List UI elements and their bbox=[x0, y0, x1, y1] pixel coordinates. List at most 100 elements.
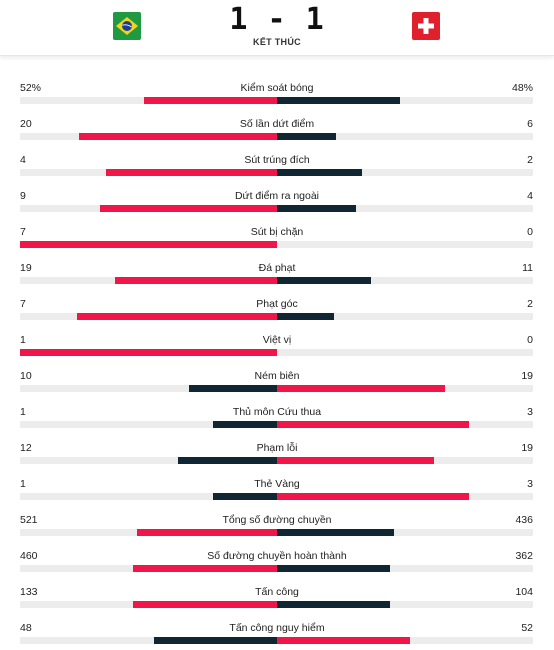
home-value: 1 bbox=[20, 478, 26, 490]
home-bar bbox=[132, 601, 277, 608]
stat-label: Sút bị chặn bbox=[250, 226, 304, 238]
stat-label: Tấn công nguy hiểm bbox=[229, 622, 325, 634]
away-value: 19 bbox=[521, 442, 533, 454]
home-bar bbox=[99, 205, 277, 212]
stat-label: Thẻ Vàng bbox=[254, 478, 300, 490]
match-status: KẾT THÚC bbox=[253, 37, 301, 47]
home-value: 460 bbox=[20, 550, 38, 562]
home-bar bbox=[143, 97, 277, 104]
away-value: 2 bbox=[527, 154, 533, 166]
stat-label: Ném biên bbox=[254, 370, 300, 382]
home-bar bbox=[212, 493, 277, 500]
home-bar bbox=[105, 169, 277, 176]
home-bar bbox=[76, 313, 277, 320]
away-value: 3 bbox=[527, 478, 533, 490]
home-bar bbox=[136, 529, 277, 536]
stat-row-tan-cong: 133 Tấn công 104 bbox=[0, 572, 554, 608]
stat-bar-track bbox=[20, 97, 533, 104]
stat-row-sut-bi-chan: 7 Sút bị chặn 0 bbox=[0, 212, 554, 248]
away-value: 6 bbox=[527, 118, 533, 130]
stat-row-sut-trung-dich: 4 Sút trúng đích 2 bbox=[0, 140, 554, 176]
away-bar bbox=[276, 529, 394, 536]
away-bar bbox=[276, 565, 390, 572]
away-value: 11 bbox=[522, 262, 533, 274]
home-value: 52% bbox=[20, 82, 42, 94]
stat-row-so-duong-chuyen-hoan-thanh: 460 Số đường chuyền hoàn thành 362 bbox=[0, 536, 554, 572]
match-score: 1 - 1 bbox=[229, 2, 325, 37]
stat-row-tan-cong-nguy-hiem: 48 Tấn công nguy hiểm 52 bbox=[0, 608, 554, 644]
stat-bar-track bbox=[20, 169, 533, 176]
away-bar bbox=[276, 169, 362, 176]
stat-label: Số đường chuyền hoàn thành bbox=[207, 550, 347, 562]
away-value: 104 bbox=[515, 586, 533, 598]
stat-row-kiem-soat-bong: 52% Kiểm soát bóng 48% bbox=[0, 68, 554, 104]
match-header: 1 - 1 KẾT THÚC bbox=[0, 0, 554, 56]
stat-row-viet-vi: 1 Việt vị 0 bbox=[0, 320, 554, 356]
stat-bar-track bbox=[20, 205, 533, 212]
home-value: 521 bbox=[20, 514, 38, 526]
home-bar bbox=[132, 565, 277, 572]
home-value: 20 bbox=[20, 118, 32, 130]
away-bar bbox=[276, 133, 336, 140]
stat-bar-track bbox=[20, 313, 533, 320]
home-value: 12 bbox=[20, 442, 32, 454]
stat-row-da-phat: 19 Đá phạt 11 bbox=[0, 248, 554, 284]
stat-label: Tổng số đường chuyền bbox=[222, 514, 332, 526]
stat-bar-track bbox=[20, 601, 533, 608]
stat-row-nem-bien: 10 Ném biên 19 bbox=[0, 356, 554, 392]
stat-bar-track bbox=[20, 277, 533, 284]
brazil-flag-icon[interactable] bbox=[113, 12, 141, 40]
home-value: 133 bbox=[20, 586, 38, 598]
stat-row-phat-goc: 7 Phạt góc 2 bbox=[0, 284, 554, 320]
home-value: 4 bbox=[20, 154, 26, 166]
away-value: 2 bbox=[527, 298, 533, 310]
stat-bar-track bbox=[19, 349, 533, 356]
away-value: 52 bbox=[521, 622, 533, 634]
stat-label: Sút trúng đích bbox=[244, 154, 310, 166]
home-bar bbox=[177, 457, 277, 464]
home-value: 7 bbox=[20, 226, 26, 238]
home-value: 9 bbox=[20, 190, 26, 202]
stat-row-pham-loi: 12 Phạm lỗi 19 bbox=[0, 428, 554, 464]
away-bar bbox=[276, 277, 371, 284]
away-value: 48% bbox=[511, 82, 533, 94]
stat-label: Đá phạt bbox=[258, 262, 296, 274]
home-value: 1 bbox=[20, 334, 26, 346]
home-bar bbox=[188, 385, 277, 392]
stat-bar-track bbox=[20, 133, 533, 140]
home-bar bbox=[114, 277, 277, 284]
home-value: 1 bbox=[20, 406, 26, 418]
home-value: 19 bbox=[20, 262, 32, 274]
stat-label: Phạt góc bbox=[256, 298, 298, 310]
away-value: 0 bbox=[527, 226, 533, 238]
away-bar bbox=[276, 313, 334, 320]
stat-row-the-vang: 1 Thẻ Vàng 3 bbox=[0, 464, 554, 500]
switzerland-flag-icon[interactable] bbox=[412, 12, 440, 40]
home-bar bbox=[153, 637, 277, 644]
home-value: 10 bbox=[20, 370, 32, 382]
stat-label: Dứt điểm ra ngoài bbox=[234, 190, 320, 202]
away-value: 0 bbox=[527, 334, 533, 346]
stat-row-dut-diem-ra-ngoai: 9 Dứt điểm ra ngoài 4 bbox=[0, 176, 554, 212]
away-bar bbox=[276, 637, 410, 644]
away-value: 3 bbox=[527, 406, 533, 418]
stat-bar-track bbox=[20, 385, 533, 392]
away-bar bbox=[276, 457, 434, 464]
stat-bar-track bbox=[20, 565, 533, 572]
away-value: 4 bbox=[527, 190, 533, 202]
away-value: 436 bbox=[515, 514, 533, 526]
stat-label: Tấn công bbox=[255, 586, 299, 598]
stat-bar-track bbox=[20, 457, 533, 464]
stat-row-thu-mon-cuu-thua: 1 Thủ môn Cứu thua 3 bbox=[0, 392, 554, 428]
home-bar bbox=[78, 133, 277, 140]
away-value: 19 bbox=[521, 370, 533, 382]
away-bar bbox=[276, 421, 469, 428]
stat-label: Số lần dứt điểm bbox=[239, 118, 315, 130]
away-bar bbox=[276, 385, 445, 392]
away-bar bbox=[276, 97, 400, 104]
stat-bar-track bbox=[20, 421, 533, 428]
home-bar bbox=[19, 349, 277, 356]
stat-bar-track bbox=[20, 493, 533, 500]
stat-bar-track bbox=[19, 241, 533, 248]
away-bar bbox=[276, 205, 356, 212]
